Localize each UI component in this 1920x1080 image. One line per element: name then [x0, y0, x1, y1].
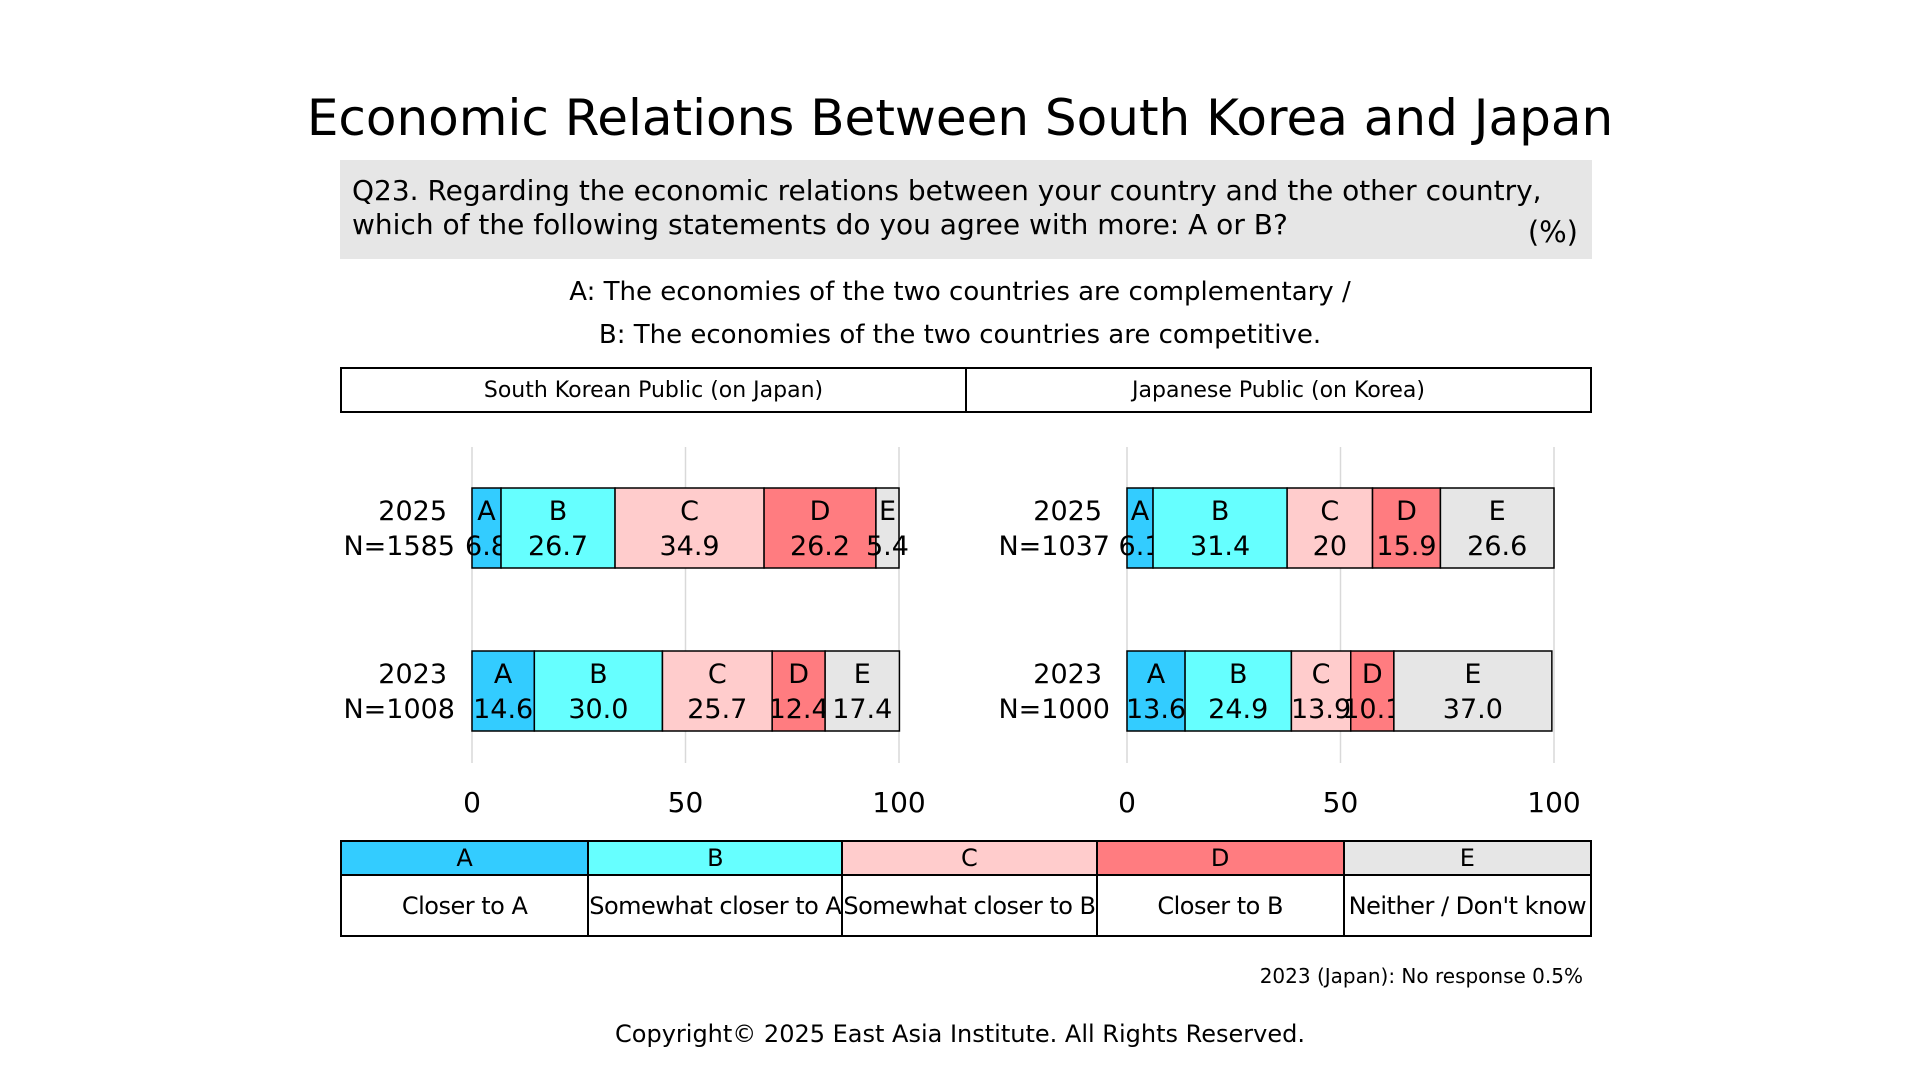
data-label: 5.4: [866, 531, 909, 562]
data-label: 34.9: [659, 531, 719, 562]
bar-segment: [471, 650, 536, 732]
data-label: 17.4: [832, 694, 892, 725]
legend-desc-b: Somewhat closer to A: [589, 891, 842, 920]
data-label: 14.6: [473, 694, 533, 725]
legend-item-d: D Closer to B: [1095, 842, 1343, 935]
segment-key-label: D: [1362, 659, 1383, 690]
segment-key-label: C: [708, 659, 727, 690]
legend-item-b: B Somewhat closer to A: [587, 842, 842, 935]
segment-key-label: E: [1489, 496, 1506, 527]
bar-segment: [1290, 650, 1352, 732]
data-label: 10.1: [1342, 694, 1402, 725]
bar-segment: [533, 650, 664, 732]
panel-header-japan: Japanese Public (on Korea): [965, 369, 1590, 411]
row-label-year: 2023: [378, 659, 447, 690]
data-label: 26.6: [1467, 531, 1527, 562]
x-tick-label: 50: [1323, 786, 1359, 819]
data-label: 30.0: [568, 694, 628, 725]
segment-key-label: B: [1229, 659, 1248, 690]
segment-key-label: E: [1464, 659, 1481, 690]
legend-desc-d: Closer to B: [1157, 891, 1283, 920]
x-tick-label: 100: [1527, 786, 1580, 819]
panel-headers: South Korean Public (on Japan) Japanese …: [340, 367, 1592, 413]
bar-segment: [763, 487, 877, 569]
segment-key-label: D: [788, 659, 809, 690]
segment-key-label: C: [1312, 659, 1331, 690]
segment-key-label: C: [1320, 496, 1339, 527]
data-label: 20: [1313, 531, 1347, 562]
bar-segment: [1184, 650, 1293, 732]
legend-item-a: A Closer to A: [342, 842, 588, 935]
bar-segment: [771, 650, 826, 732]
bar-segment: [500, 487, 616, 569]
legend: A Closer to A B Somewhat closer to A C S…: [340, 840, 1592, 937]
x-tick-label: 0: [1118, 786, 1136, 819]
bar-segment: [1439, 487, 1555, 569]
segment-key-label: E: [854, 659, 871, 690]
legend-desc-c: Somewhat closer to B: [843, 891, 1096, 920]
legend-key-e: E: [1344, 842, 1591, 876]
x-tick-label: 50: [668, 786, 704, 819]
data-label: 13.9: [1291, 694, 1351, 725]
segment-key-label: D: [1396, 496, 1417, 527]
data-label: 26.7: [528, 531, 588, 562]
legend-key-b: B: [589, 842, 842, 876]
bar-segment: [1152, 487, 1288, 569]
x-tick-label: 0: [463, 786, 481, 819]
row-label-n: N=1000: [998, 694, 1110, 725]
legend-key-d: D: [1097, 842, 1343, 876]
legend-desc-a: Closer to A: [401, 891, 528, 920]
row-label-n: N=1037: [998, 531, 1110, 562]
question-text-line2: which of the following statements do you…: [352, 208, 1288, 241]
legend-key-c: C: [843, 842, 1096, 876]
segment-key-label: A: [477, 496, 496, 527]
panel-header-korea: South Korean Public (on Japan): [483, 377, 824, 403]
data-label: 25.7: [687, 694, 747, 725]
bar-segment: [1349, 650, 1395, 732]
question-box: Q23. Regarding the economic relations be…: [340, 160, 1592, 259]
bar-segment: [824, 650, 901, 732]
stacked-bar-chart: 0 50 1002025N=1585A6.8B26.7C34.9D26.2E5.42…: [343, 447, 1581, 819]
row-label-year: 2023: [1033, 659, 1102, 690]
legend-item-c: C Somewhat closer to B: [841, 842, 1096, 935]
row-label-n: N=1008: [343, 694, 455, 725]
data-label: 37.0: [1443, 694, 1503, 725]
chart-title: Economic Relations Between South Korea a…: [306, 89, 1614, 147]
segment-key-label: B: [1211, 496, 1230, 527]
data-label: 12.4: [769, 694, 829, 725]
segment-key-label: A: [494, 659, 513, 690]
segment-key-label: A: [1147, 659, 1166, 690]
bar-segment: [1126, 487, 1154, 569]
bar-segment: [1126, 650, 1186, 732]
row-label-n: N=1585: [343, 531, 455, 562]
unit-label: (%): [1527, 215, 1578, 249]
x-tick-label: 100: [872, 786, 925, 819]
bar-segment: [1371, 487, 1442, 569]
data-label: 13.6: [1126, 694, 1186, 725]
definition-b: B: The economies of the two countries ar…: [598, 320, 1322, 350]
bar-segment: [661, 650, 773, 732]
segment-key-label: E: [879, 496, 896, 527]
row-label-year: 2025: [378, 496, 447, 527]
segment-key-label: A: [1131, 496, 1150, 527]
bar-segment: [875, 487, 900, 569]
segment-key-label: B: [549, 496, 568, 527]
data-label: 31.4: [1190, 531, 1250, 562]
data-label: 26.2: [790, 531, 850, 562]
legend-desc-e: Neither / Don't know: [1348, 891, 1587, 920]
legend-item-e: E Neither / Don't know: [1342, 842, 1591, 935]
segment-key-label: C: [680, 496, 699, 527]
definition-a: A: The economies of the two countries ar…: [569, 277, 1351, 307]
bar-segment: [1393, 650, 1553, 732]
footnote: 2023 (Japan): No response 0.5%: [1259, 964, 1583, 988]
question-text-line1: Q23. Regarding the economic relations be…: [352, 174, 1542, 207]
row-label-year: 2025: [1033, 496, 1102, 527]
segment-key-label: D: [810, 496, 831, 527]
copyright: Copyright© 2025 East Asia Institute. All…: [615, 1020, 1305, 1048]
bar-segment: [471, 487, 502, 569]
data-label: 24.9: [1208, 694, 1268, 725]
segment-key-label: B: [589, 659, 608, 690]
legend-key-a: A: [342, 842, 588, 876]
data-label: 15.9: [1376, 531, 1436, 562]
